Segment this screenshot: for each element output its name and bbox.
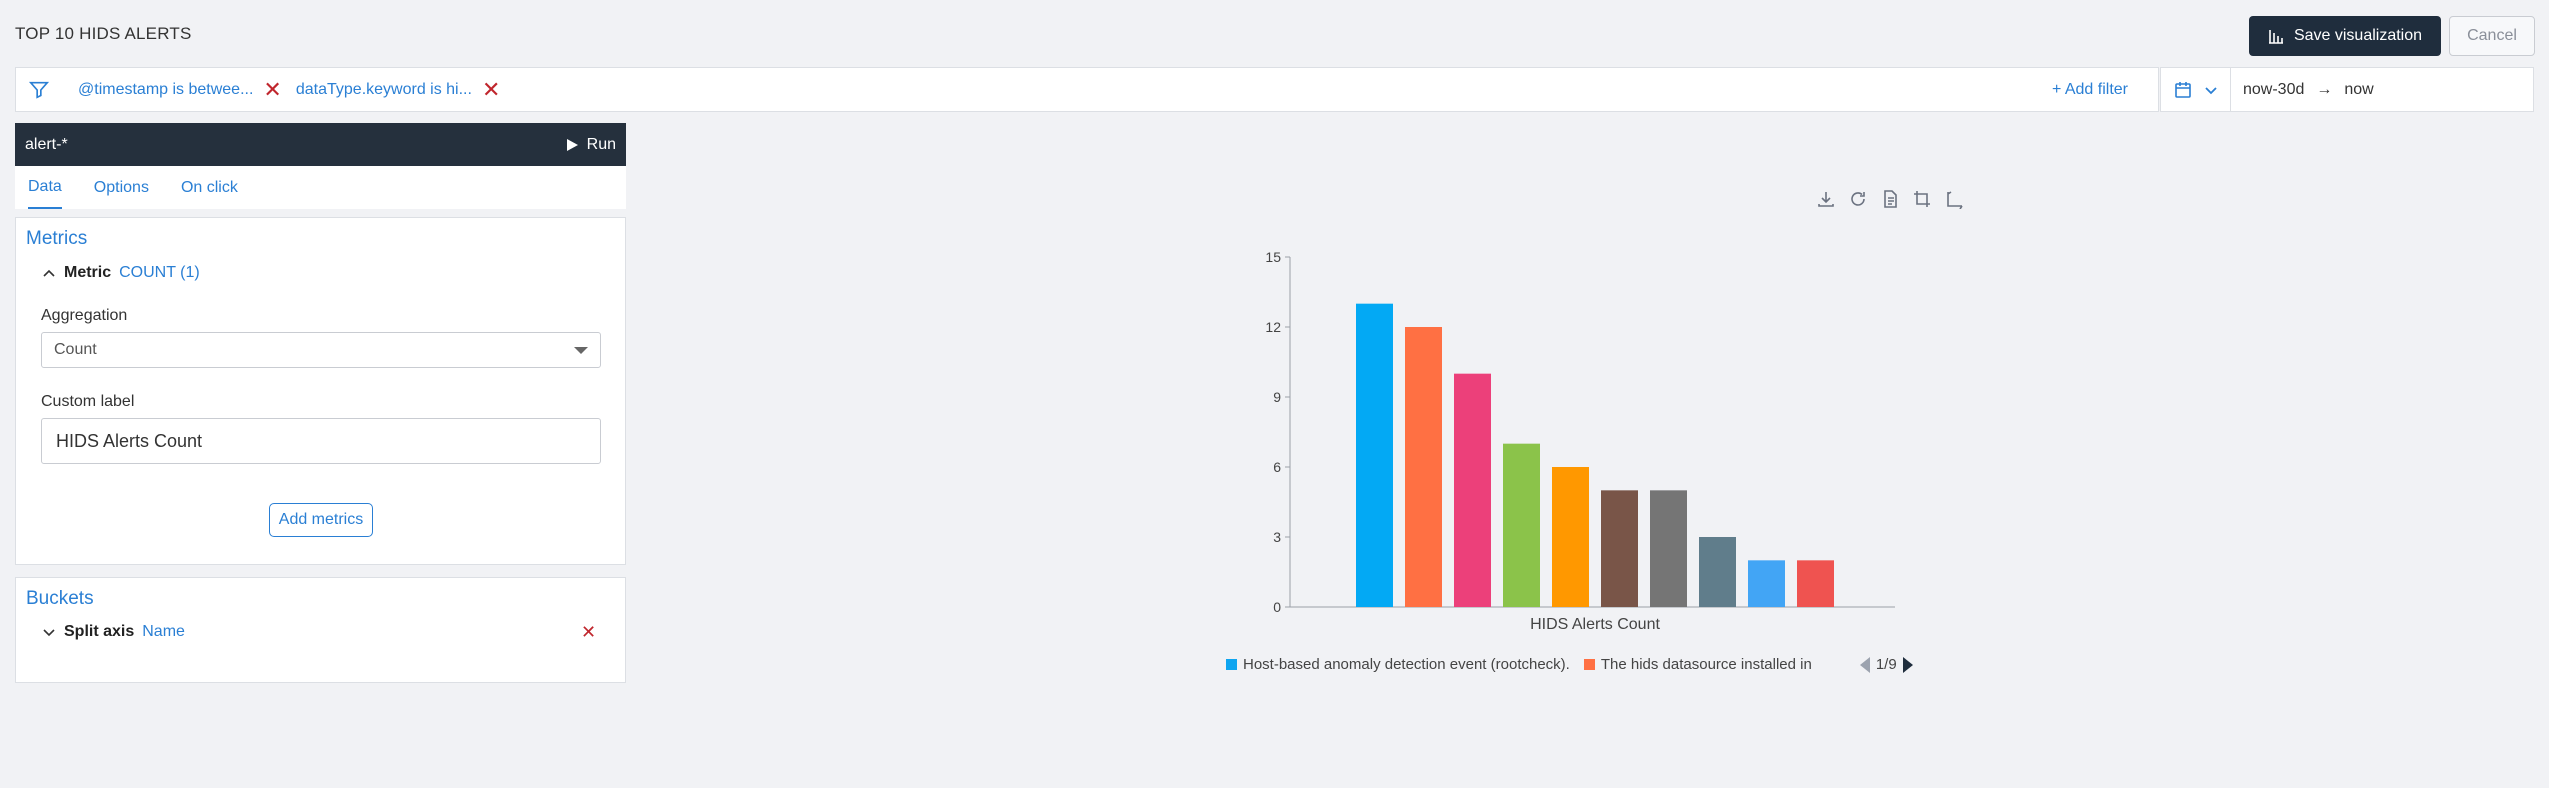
legend-item[interactable]: Host-based anomaly detection event (root… [1226,656,1570,673]
legend-next-icon[interactable] [1902,656,1913,673]
quick-select-button[interactable] [2161,68,2231,111]
custom-label-input[interactable]: HIDS Alerts Count [41,418,601,464]
save-visualization-button[interactable]: Save visualization [2249,16,2441,56]
bar[interactable] [1552,467,1589,607]
chevron-up-icon [43,269,55,277]
filter-pill-label: @timestamp is betwee... [78,80,254,98]
legend-page: 1/9 [1875,656,1897,673]
bar[interactable] [1405,327,1442,607]
zoom-reset-icon[interactable] [1944,189,1964,209]
add-metrics-button[interactable]: Add metrics [269,503,373,537]
date-arrow: → [2316,80,2333,98]
play-icon [566,138,578,151]
remove-bucket-icon[interactable]: ✕ [581,622,597,642]
metric-toggle[interactable]: Metric COUNT (1) [42,264,200,282]
legend-label: The hids datasource installed in [1600,656,1812,673]
date-to[interactable]: now [2344,80,2374,98]
zoom-icon[interactable] [1912,189,1932,209]
bar-chart-icon [2268,30,2283,44]
legend-swatch [1226,659,1237,670]
bar-chart: 0 3 6 9 12 15 HIDS Alerts Count [1265,249,1895,633]
y-tick-label: 12 [1265,319,1281,335]
date-range[interactable]: now-30d → now [2231,81,2374,99]
calendar-icon [2174,81,2191,98]
legend-label: Host-based anomaly detection event (root… [1243,656,1570,673]
legend-swatch [1583,659,1595,670]
buckets-card: Buckets Split axis Name ✕ [15,577,626,683]
date-from[interactable]: now-30d [2243,80,2305,98]
page-title: TOP 10 HIDS ALERTS [15,24,192,43]
y-tick-label: 6 [1273,459,1281,475]
bar[interactable] [1699,537,1736,607]
filter-icon[interactable] [28,79,50,101]
filter-pill-datatype[interactable]: dataType.keyword is hi... ✕ [295,76,501,102]
split-axis-toggle[interactable]: Split axis Name [42,623,185,641]
y-tick-label: 0 [1273,599,1281,615]
legend-prev-icon[interactable] [1859,656,1870,673]
caret-down-icon [574,346,588,354]
bar[interactable] [1797,560,1834,607]
run-button[interactable]: Run [565,136,616,154]
data-view-icon[interactable] [1880,189,1900,209]
metrics-title: Metrics [26,228,88,249]
y-tick-label: 3 [1273,529,1281,545]
split-axis-label: Split axis [64,623,135,640]
custom-label-label: Custom label [41,393,135,410]
split-axis-value: Name [142,623,185,640]
filter-bar: @timestamp is betwee... ✕ dataType.keywo… [15,67,2159,112]
legend-pager: 1/9 [1859,656,1913,673]
aggregation-label: Aggregation [41,307,128,324]
bars [1356,303,1834,607]
metric-value: COUNT (1) [119,264,200,281]
bar[interactable] [1454,373,1491,607]
add-filter-button[interactable]: + Add filter [2051,80,2128,98]
bar[interactable] [1503,443,1540,607]
metrics-card: Metrics Metric COUNT (1) Aggregation Cou… [15,217,626,565]
index-pattern: alert-* [25,135,68,153]
chart-toolbar [1816,189,1964,209]
editor-panel: alert-* Run Data Options On click Metric… [15,123,626,683]
filter-pill-timestamp[interactable]: @timestamp is betwee... ✕ [78,76,282,102]
date-picker: now-30d → now [2160,67,2534,112]
cancel-button[interactable]: Cancel [2449,16,2535,56]
y-tick-label: 15 [1265,249,1281,265]
chevron-down-icon [2204,86,2217,94]
legend-item[interactable]: The hids datasource installed in [1583,656,1812,673]
chart-legend: Host-based anomaly detection event (root… [1226,656,1913,673]
chevron-down-icon [43,629,55,637]
save-visualization-label: Save visualization [2293,27,2423,44]
metric-label: Metric [64,264,112,281]
bar[interactable] [1748,560,1785,607]
bar[interactable] [1356,303,1393,607]
editor-tabs: Data Options On click [15,166,626,209]
tab-data[interactable]: Data [28,166,62,209]
filter-pill-label: dataType.keyword is hi... [295,80,472,98]
remove-filter-icon[interactable]: ✕ [481,76,501,102]
run-label: Run [586,135,616,153]
aggregation-value: Count [54,341,97,358]
download-icon[interactable] [1816,189,1836,209]
refresh-icon[interactable] [1848,189,1868,209]
y-tick-label: 9 [1273,389,1281,405]
x-axis-label: HIDS Alerts Count [1530,616,1660,633]
tab-options[interactable]: Options [93,178,149,196]
buckets-title: Buckets [26,588,94,609]
bar[interactable] [1650,490,1687,607]
bar[interactable] [1601,490,1638,607]
index-pattern-bar: alert-* Run [15,123,626,166]
aggregation-select[interactable]: Count [41,332,601,368]
remove-filter-icon[interactable]: ✕ [263,76,282,102]
tab-on-click[interactable]: On click [180,178,238,196]
